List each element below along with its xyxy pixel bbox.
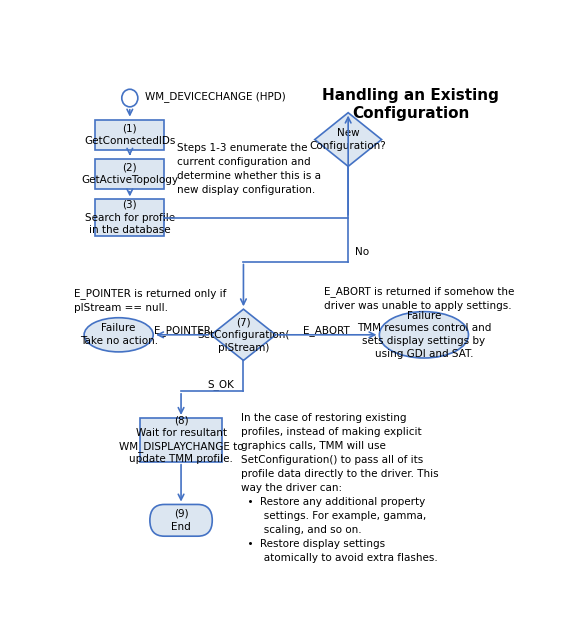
Text: (3)
Search for profile
in the database: (3) Search for profile in the database — [85, 200, 175, 235]
Text: Handling an Existing
Configuration: Handling an Existing Configuration — [322, 88, 499, 120]
Text: Failure
TMM resumes control and
sets display settings by
using GDI and SAT.: Failure TMM resumes control and sets dis… — [356, 311, 491, 359]
Text: (9)
End: (9) End — [171, 509, 191, 532]
Text: S_OK: S_OK — [208, 379, 235, 390]
Text: New
Configuration?: New Configuration? — [310, 128, 386, 151]
Text: (7)
SetConfiguration(
pIStream): (7) SetConfiguration( pIStream) — [197, 317, 290, 353]
Text: E_POINTER is returned only if
pIStream == null.: E_POINTER is returned only if pIStream =… — [74, 288, 227, 313]
FancyBboxPatch shape — [95, 120, 164, 150]
Polygon shape — [315, 113, 382, 166]
Text: (8)
Wait for resultant
WM_DISPLAYCHANGE to
update TMM profile.: (8) Wait for resultant WM_DISPLAYCHANGE … — [119, 415, 243, 465]
Text: (1)
GetConnectedIDs: (1) GetConnectedIDs — [84, 123, 175, 146]
Text: (2)
GetActiveTopology: (2) GetActiveTopology — [81, 162, 178, 185]
Text: E_ABORT is returned if somehow the
driver was unable to apply settings.: E_ABORT is returned if somehow the drive… — [324, 286, 514, 311]
Circle shape — [122, 89, 138, 107]
Text: Steps 1-3 enumerate the
current configuration and
determine whether this is a
ne: Steps 1-3 enumerate the current configur… — [177, 143, 321, 195]
FancyBboxPatch shape — [95, 199, 164, 236]
Polygon shape — [211, 309, 276, 361]
Text: Failure
Take no action.: Failure Take no action. — [79, 323, 158, 346]
Text: No: No — [355, 247, 369, 257]
Text: WM_DEVICECHANGE (HPD): WM_DEVICECHANGE (HPD) — [145, 91, 286, 102]
FancyBboxPatch shape — [95, 158, 164, 189]
FancyBboxPatch shape — [150, 505, 212, 536]
Text: E_ABORT: E_ABORT — [302, 325, 349, 337]
Text: E_POINTER: E_POINTER — [154, 325, 210, 337]
Text: In the case of restoring existing
profiles, instead of making explicit
graphics : In the case of restoring existing profil… — [242, 413, 439, 563]
FancyBboxPatch shape — [140, 418, 223, 462]
Ellipse shape — [380, 312, 469, 358]
Ellipse shape — [84, 318, 153, 352]
